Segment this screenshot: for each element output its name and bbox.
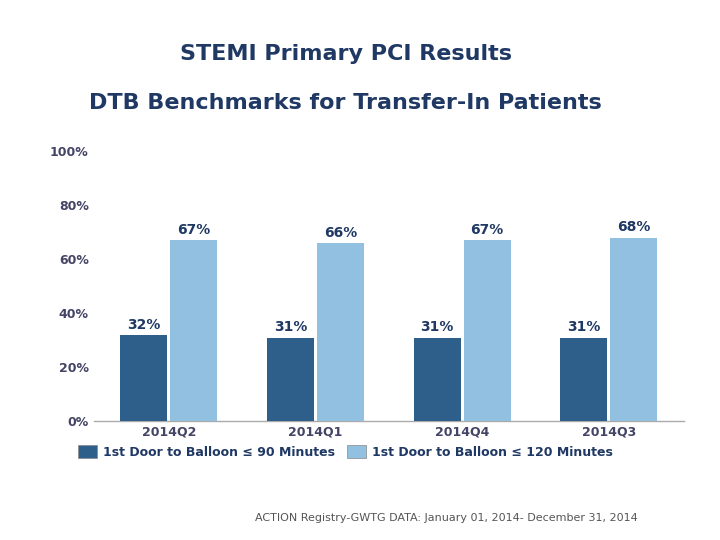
Text: 31%: 31% [567, 320, 600, 334]
Text: 32%: 32% [127, 318, 161, 332]
Text: STEMI Primary PCI Results: STEMI Primary PCI Results [179, 44, 512, 64]
Text: 31%: 31% [420, 320, 454, 334]
Bar [267, 338, 314, 421]
Text: 31%: 31% [274, 320, 307, 334]
Bar [560, 338, 607, 421]
Text: DTB Benchmarks for Transfer-In Patients: DTB Benchmarks for Transfer-In Patients [89, 92, 602, 113]
Bar [464, 240, 510, 421]
Text: 67%: 67% [177, 223, 210, 237]
Bar [317, 243, 364, 421]
Bar [414, 338, 461, 421]
Bar [120, 335, 167, 421]
Text: 66%: 66% [324, 226, 357, 240]
Text: 68%: 68% [617, 220, 650, 234]
Legend: 1st Door to Balloon ≤ 90 Minutes, 1st Door to Balloon ≤ 120 Minutes: 1st Door to Balloon ≤ 90 Minutes, 1st Do… [73, 440, 618, 463]
Bar [611, 238, 657, 421]
Text: ACTION Registry-GWTG DATA: January 01, 2014- December 31, 2014: ACTION Registry-GWTG DATA: January 01, 2… [255, 514, 638, 523]
Bar [171, 240, 217, 421]
Text: 67%: 67% [470, 223, 504, 237]
